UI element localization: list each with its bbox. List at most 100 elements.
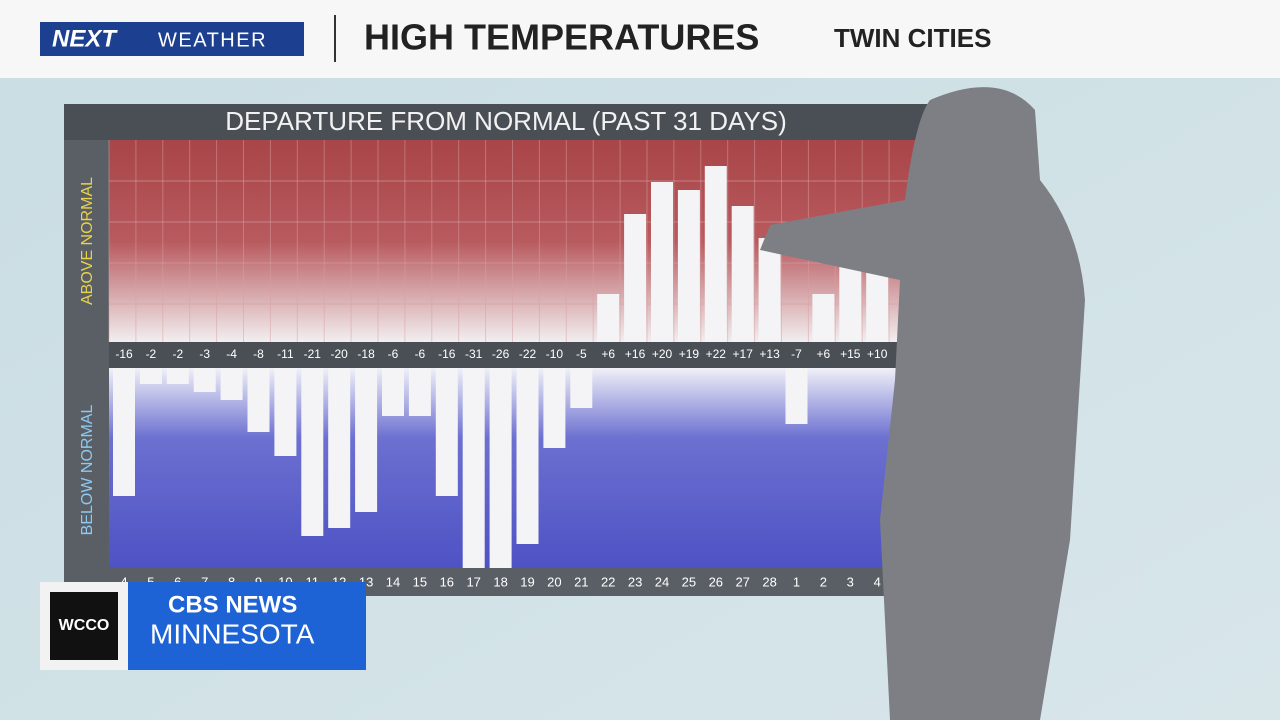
value-label: -18 <box>357 347 375 361</box>
value-label: -8 <box>253 347 264 361</box>
x-tick-label: 21 <box>574 574 588 589</box>
bar <box>247 368 270 432</box>
value-label: -10 <box>546 347 564 361</box>
bar <box>462 368 485 568</box>
x-tick-label: 6 <box>174 574 181 589</box>
bar <box>704 166 727 342</box>
header-location: TWIN CITIES <box>834 23 991 53</box>
value-label: -16 <box>115 347 133 361</box>
bar <box>166 368 189 384</box>
x-tick-label: 28 <box>762 574 776 589</box>
x-tick-label: 23 <box>628 574 642 589</box>
brand-sub: WEATHER <box>158 29 267 51</box>
bar <box>193 368 216 392</box>
network: CBS NEWS <box>168 591 297 618</box>
value-label: -21 <box>304 347 322 361</box>
bar <box>139 368 162 384</box>
value-label: +6 <box>817 347 831 361</box>
bar <box>435 368 458 496</box>
x-tick-label: 4 <box>874 574 881 589</box>
value-label: -7 <box>791 347 802 361</box>
value-label: -22 <box>519 347 537 361</box>
bar <box>408 368 431 416</box>
value-label: +13 <box>759 347 780 361</box>
value-label: +19 <box>679 347 700 361</box>
x-tick-label: 25 <box>682 574 696 589</box>
bar <box>624 214 647 342</box>
x-tick-label: 26 <box>709 574 723 589</box>
x-tick-label: 5 <box>147 574 154 589</box>
value-label: -2 <box>172 347 183 361</box>
value-label: +15 <box>840 347 861 361</box>
bar <box>274 368 297 456</box>
bar <box>220 368 243 400</box>
value-label: -6 <box>415 347 426 361</box>
value-label: +17 <box>733 347 754 361</box>
network-box <box>128 582 366 670</box>
x-tick-label: 24 <box>655 574 669 589</box>
x-tick-label: 19 <box>520 574 534 589</box>
value-label: +16 <box>625 347 646 361</box>
bar <box>570 368 593 408</box>
x-tick-label: 9 <box>255 574 262 589</box>
bar <box>382 368 404 416</box>
bar <box>731 206 754 342</box>
x-tick-label: 8 <box>228 574 235 589</box>
x-tick-label: 16 <box>440 574 454 589</box>
label-strip <box>109 342 939 368</box>
chart-title: DEPARTURE FROM NORMAL (PAST 31 DAYS) <box>225 106 787 136</box>
bar <box>489 368 512 568</box>
bar <box>651 182 673 342</box>
station: WCCO <box>59 617 110 634</box>
x-tick-label: 27 <box>735 574 749 589</box>
value-label: -2 <box>146 347 157 361</box>
bar <box>355 368 378 512</box>
chart-title-bar <box>64 104 934 140</box>
x-tick-label: 2 <box>820 574 827 589</box>
bar <box>328 368 351 528</box>
x-tick-label: 20 <box>547 574 561 589</box>
value-label: +20 <box>652 347 673 361</box>
value-label: +10 <box>867 347 888 361</box>
x-tick-label: 3 <box>847 574 854 589</box>
bar <box>758 238 781 342</box>
bar <box>516 368 539 544</box>
bar <box>677 190 700 342</box>
station-square <box>50 592 118 660</box>
value-label: -4 <box>226 347 237 361</box>
value-label: -6 <box>388 347 399 361</box>
header-title: HIGH TEMPERATURES <box>364 17 759 58</box>
value-label: -16 <box>438 347 456 361</box>
bar <box>785 368 808 424</box>
value-label: +6 <box>601 347 615 361</box>
bar <box>812 294 835 342</box>
x-tick-label: 4 <box>120 574 127 589</box>
brand: NEXT <box>52 25 118 52</box>
value-label: +22 <box>706 347 727 361</box>
bar <box>113 368 135 496</box>
x-tick-label: 22 <box>601 574 615 589</box>
grid <box>108 140 971 342</box>
below-label: BELOW NORMAL <box>79 405 96 536</box>
x-tick-label: 17 <box>466 574 480 589</box>
above-label: ABOVE NORMAL <box>79 177 96 305</box>
value-label: -31 <box>465 347 483 361</box>
x-tick-label: 14 <box>386 574 400 589</box>
brand-box <box>40 22 304 56</box>
x-tick-label: 18 <box>493 574 507 589</box>
bar <box>866 262 889 342</box>
region: MINNESOTA <box>150 618 315 649</box>
presenter <box>760 87 1085 721</box>
bar <box>597 294 620 342</box>
bar <box>301 368 324 536</box>
x-tick-label: 7 <box>201 574 208 589</box>
x-tick-label: 15 <box>413 574 427 589</box>
value-label: -3 <box>199 347 210 361</box>
x-tick-label: 1 <box>793 574 800 589</box>
value-label: -20 <box>331 347 349 361</box>
value-label: -5 <box>576 347 587 361</box>
side-column <box>64 140 109 596</box>
bar <box>543 368 566 448</box>
value-label: -11 <box>277 347 294 361</box>
